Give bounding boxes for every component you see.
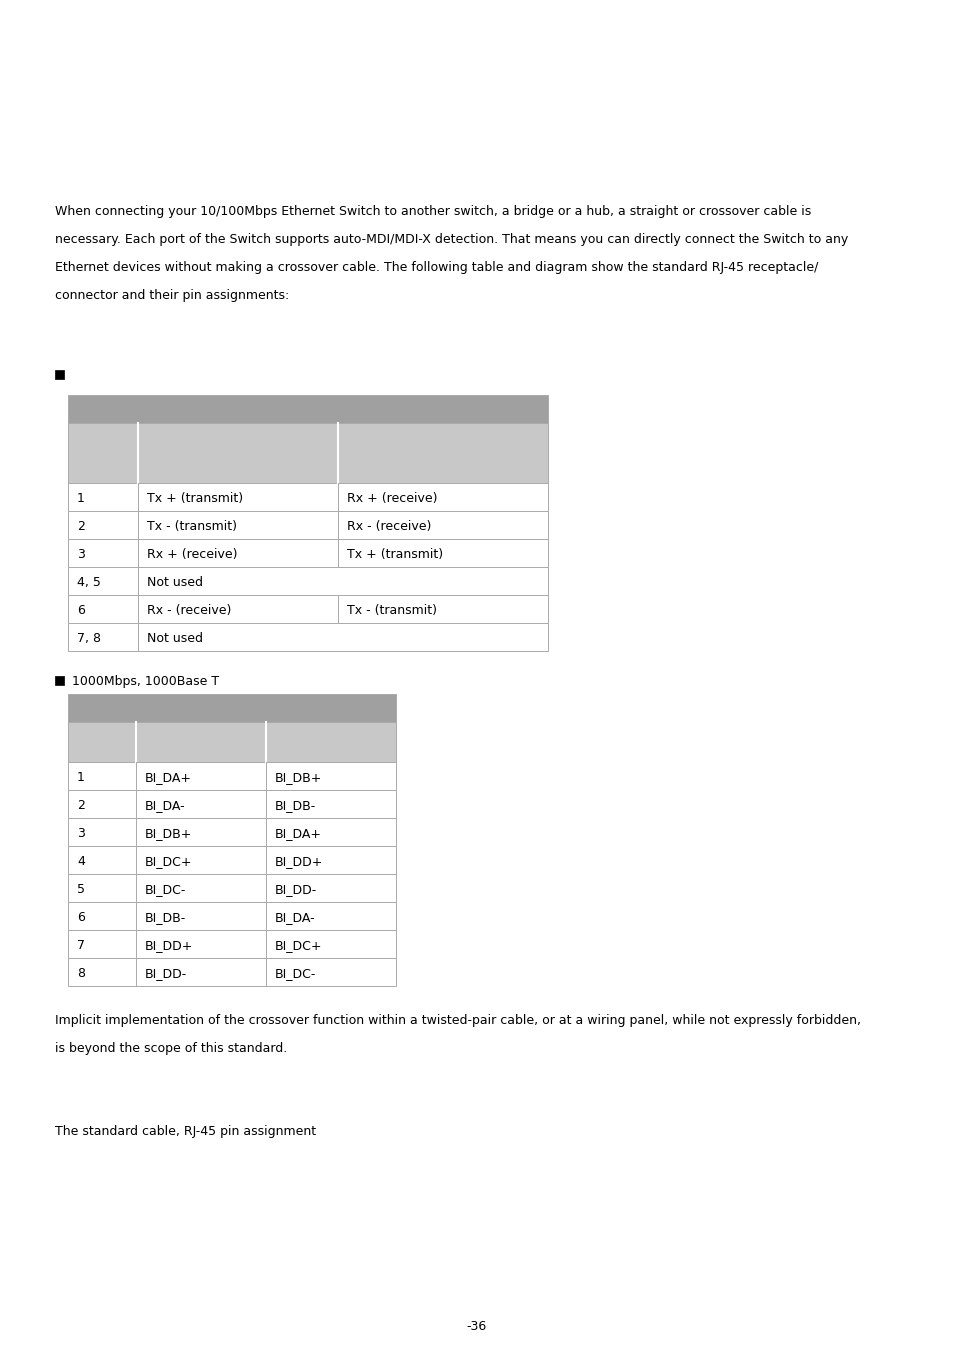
Bar — [68, 722, 395, 761]
Text: necessary. Each port of the Switch supports auto-MDI/MDI-X detection. That means: necessary. Each port of the Switch suppo… — [55, 234, 847, 246]
Text: 7, 8: 7, 8 — [77, 632, 101, 645]
Bar — [68, 539, 547, 567]
Text: BI_DB-: BI_DB- — [145, 911, 186, 923]
Text: Implicit implementation of the crossover function within a twisted-pair cable, o: Implicit implementation of the crossover… — [55, 1014, 861, 1027]
Bar — [68, 423, 547, 483]
Text: The standard cable, RJ-45 pin assignment: The standard cable, RJ-45 pin assignment — [55, 1125, 315, 1138]
Text: BI_DD+: BI_DD+ — [145, 940, 193, 952]
Text: 7: 7 — [77, 940, 85, 952]
Text: BI_DB+: BI_DB+ — [274, 771, 322, 784]
Text: Tx - (transmit): Tx - (transmit) — [347, 603, 436, 617]
Text: Rx + (receive): Rx + (receive) — [347, 491, 437, 505]
Bar — [68, 761, 395, 790]
Bar — [68, 622, 547, 651]
Text: BI_DA+: BI_DA+ — [274, 828, 322, 840]
Text: 1: 1 — [77, 491, 85, 505]
Text: 2: 2 — [77, 799, 85, 811]
Text: Tx - (transmit): Tx - (transmit) — [147, 520, 236, 533]
Text: Rx + (receive): Rx + (receive) — [147, 548, 237, 562]
Text: BI_DD+: BI_DD+ — [274, 855, 323, 868]
Text: BI_DC-: BI_DC- — [274, 967, 316, 980]
Text: 3: 3 — [77, 828, 85, 840]
Bar — [68, 512, 547, 539]
Text: 3: 3 — [77, 548, 85, 562]
Text: 5: 5 — [77, 883, 85, 896]
Text: -36: -36 — [466, 1320, 487, 1332]
Bar — [68, 567, 547, 595]
Text: BI_DD-: BI_DD- — [274, 883, 317, 896]
Bar — [68, 818, 395, 846]
Text: BI_DB+: BI_DB+ — [145, 828, 193, 840]
Bar — [68, 873, 395, 902]
Text: Tx + (transmit): Tx + (transmit) — [147, 491, 243, 505]
Bar — [68, 902, 395, 930]
Bar — [68, 396, 547, 423]
Text: BI_DC-: BI_DC- — [145, 883, 186, 896]
Bar — [68, 595, 547, 622]
Bar — [68, 846, 395, 873]
Text: 2: 2 — [77, 520, 85, 533]
Text: connector and their pin assignments:: connector and their pin assignments: — [55, 289, 289, 302]
Bar — [68, 483, 547, 512]
Text: BI_DA-: BI_DA- — [274, 911, 315, 923]
Text: Rx - (receive): Rx - (receive) — [347, 520, 431, 533]
Text: Not used: Not used — [147, 632, 203, 645]
Text: Rx - (receive): Rx - (receive) — [147, 603, 232, 617]
Text: 4: 4 — [77, 855, 85, 868]
Text: BI_DC+: BI_DC+ — [145, 855, 193, 868]
Text: 8: 8 — [77, 967, 85, 980]
Text: 1: 1 — [77, 771, 85, 784]
Text: 6: 6 — [77, 911, 85, 923]
Bar — [68, 790, 395, 818]
Text: BI_DC+: BI_DC+ — [274, 940, 322, 952]
Text: BI_DA+: BI_DA+ — [145, 771, 192, 784]
Bar — [55, 676, 64, 684]
Text: 6: 6 — [77, 603, 85, 617]
Text: Tx + (transmit): Tx + (transmit) — [347, 548, 442, 562]
Bar — [68, 930, 395, 958]
Text: Ethernet devices without making a crossover cable. The following table and diagr: Ethernet devices without making a crosso… — [55, 261, 818, 274]
Text: BI_DB-: BI_DB- — [274, 799, 315, 811]
Text: When connecting your 10/100Mbps Ethernet Switch to another switch, a bridge or a: When connecting your 10/100Mbps Ethernet… — [55, 205, 810, 217]
Text: BI_DA-: BI_DA- — [145, 799, 186, 811]
Bar — [68, 958, 395, 986]
Text: Not used: Not used — [147, 576, 203, 589]
Text: 1000Mbps, 1000Base T: 1000Mbps, 1000Base T — [71, 675, 219, 688]
Text: 4, 5: 4, 5 — [77, 576, 101, 589]
Text: BI_DD-: BI_DD- — [145, 967, 187, 980]
Text: is beyond the scope of this standard.: is beyond the scope of this standard. — [55, 1042, 287, 1054]
Bar — [68, 694, 395, 722]
Bar — [55, 370, 64, 379]
